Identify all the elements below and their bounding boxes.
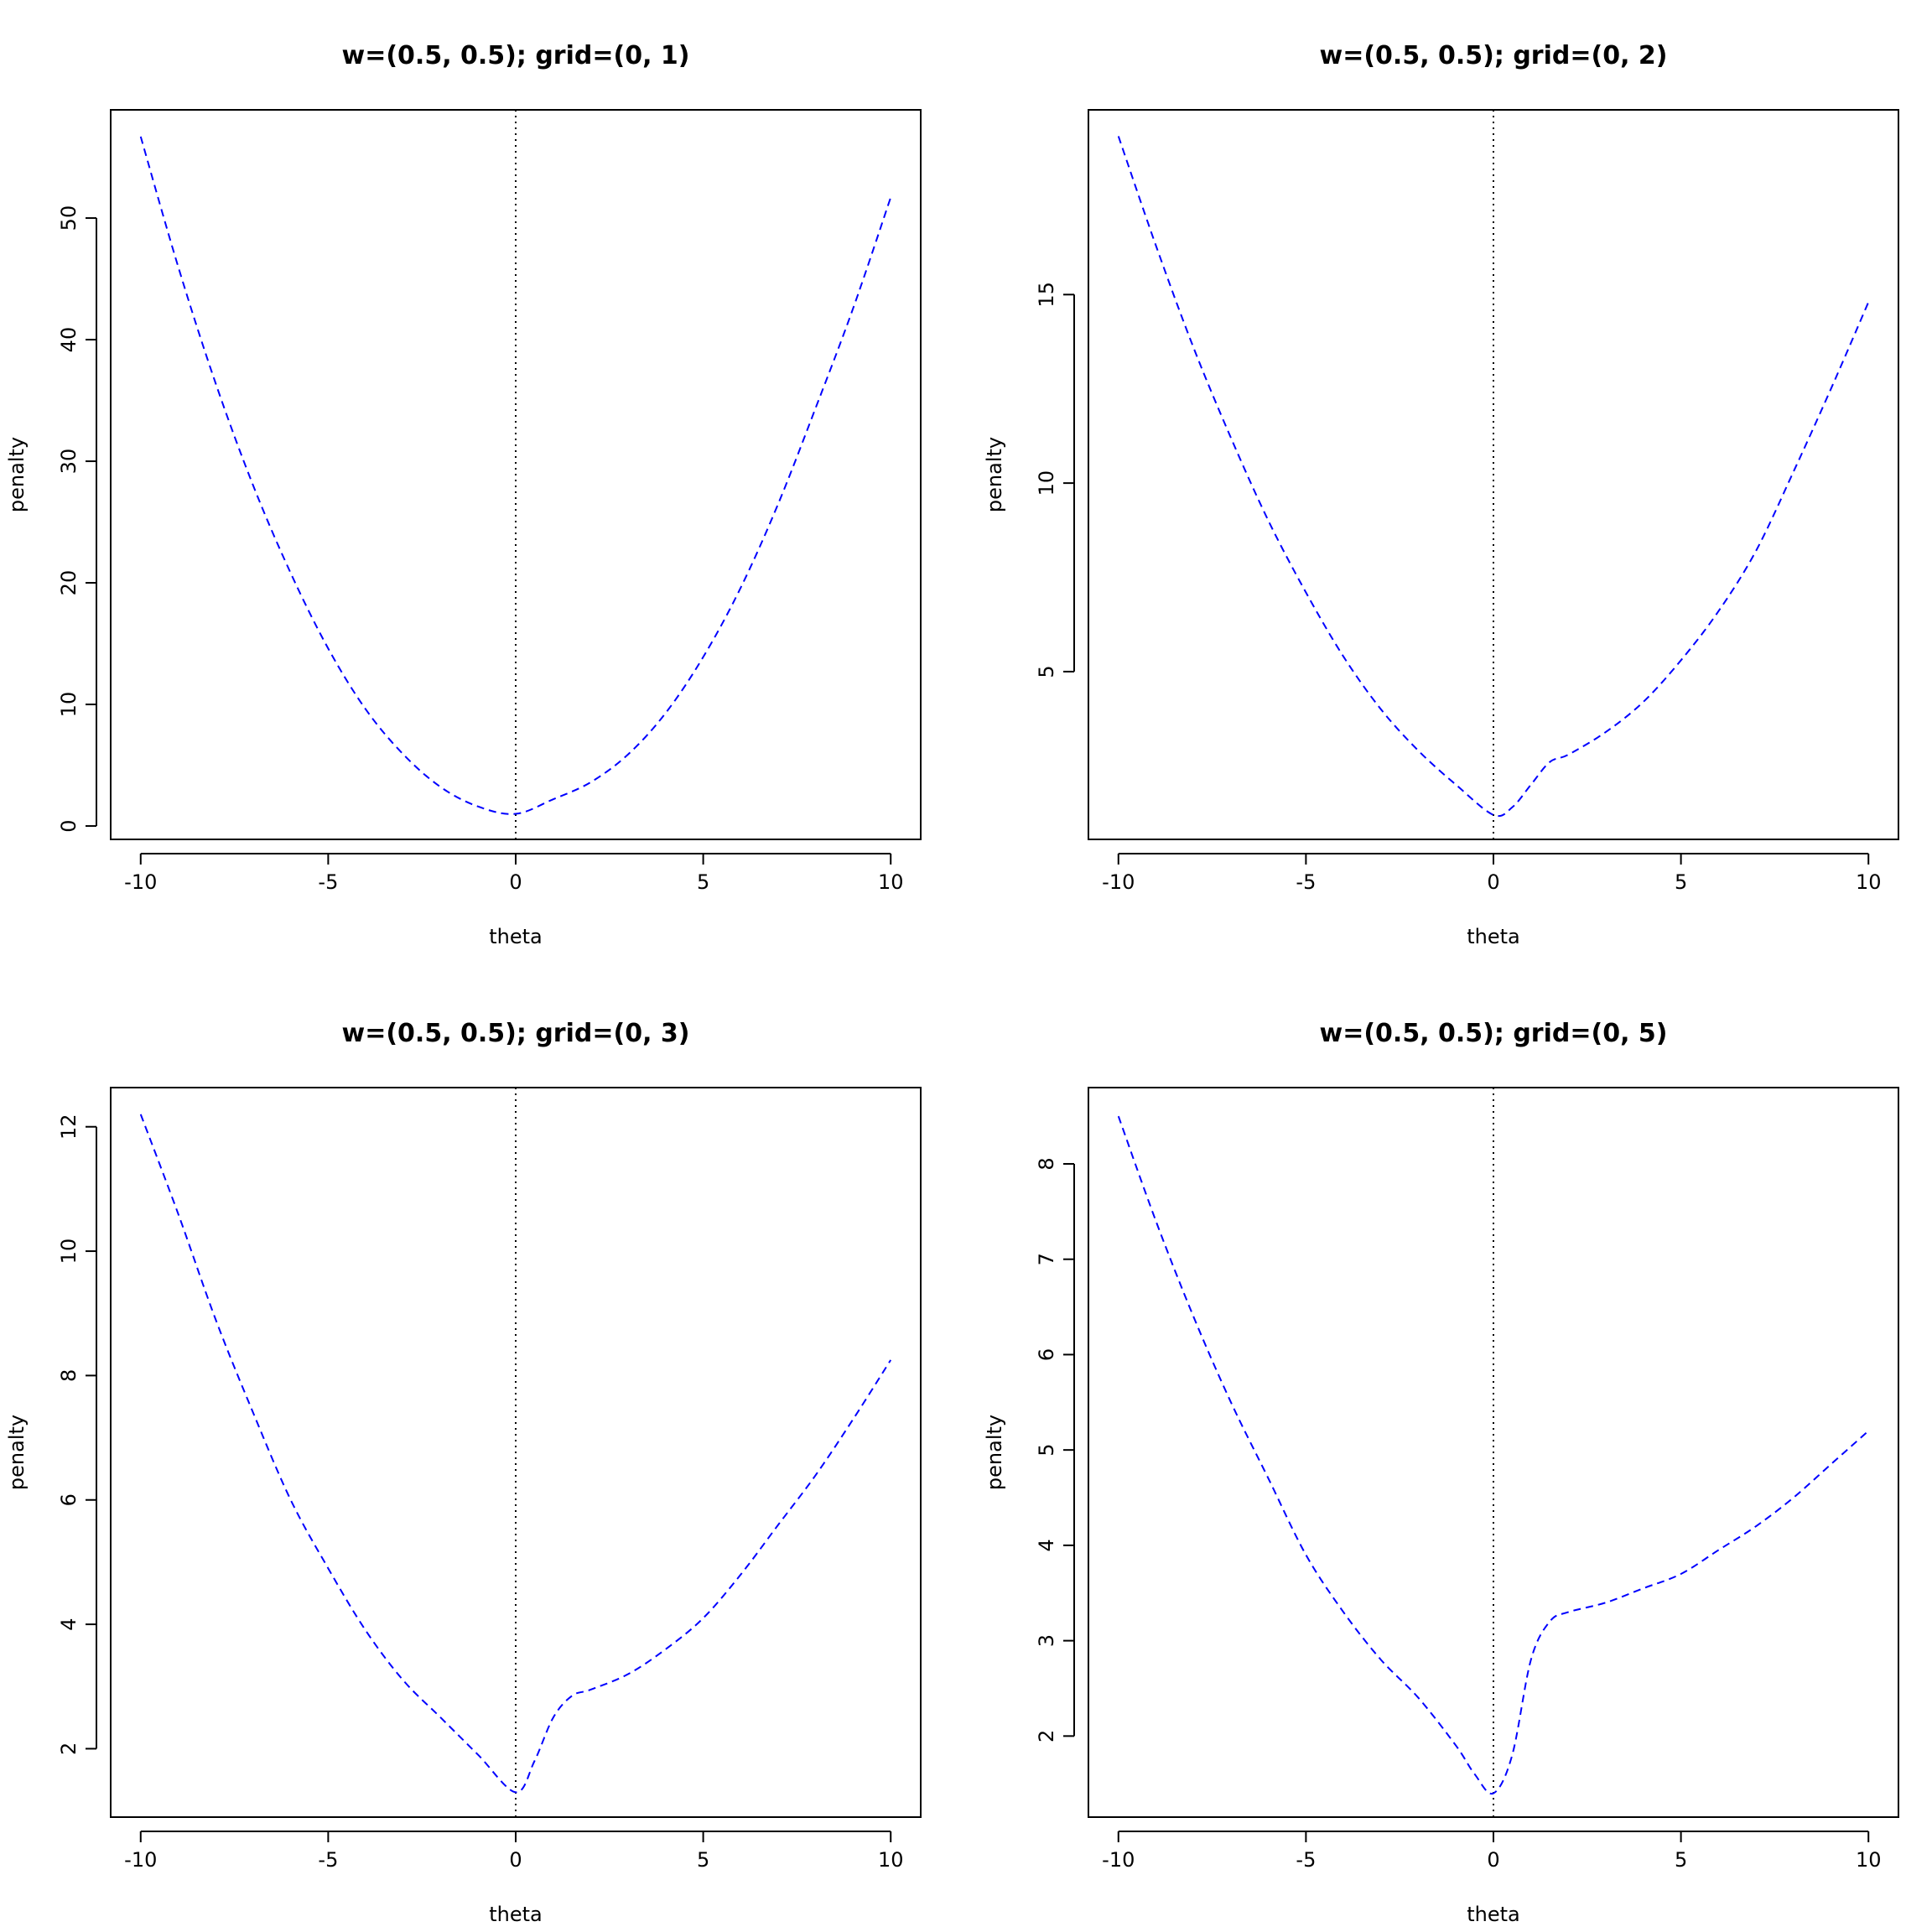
penalty-series-line (1117, 1115, 1869, 1795)
x-tick-label: -10 (1102, 870, 1135, 894)
y-tick-label: 15 (1035, 282, 1058, 308)
x-tick-label: 5 (697, 1848, 709, 1872)
y-tick-label: 20 (57, 570, 80, 596)
y-tick-label: 6 (1035, 1348, 1058, 1361)
x-axis: -10 -5 0 5 10 (124, 1831, 903, 1872)
y-axis-label: penalty (983, 437, 1006, 512)
y-axis: 2 3 4 5 6 7 8 (1035, 1157, 1075, 1742)
x-tick-label: -5 (1296, 870, 1316, 894)
y-axis: 2 4 6 8 10 12 (57, 1114, 97, 1755)
y-tick-label: 40 (57, 327, 80, 353)
y-tick-label: 5 (1035, 1444, 1058, 1457)
x-tick-label: -10 (1102, 1848, 1135, 1872)
x-tick-label: 0 (1487, 1848, 1499, 1872)
y-tick-label: 4 (57, 1618, 80, 1630)
x-tick-label: 10 (1856, 1848, 1882, 1872)
chart-title: w=(0.5, 0.5); grid=(0, 2) (1319, 41, 1667, 70)
x-tick-label: 0 (509, 870, 522, 894)
x-axis: -10 -5 0 5 10 (1102, 1831, 1881, 1872)
x-tick-label: 10 (878, 1848, 904, 1872)
x-axis-label: theta (1467, 1903, 1520, 1926)
x-tick-label: -5 (318, 870, 338, 894)
chart-title: w=(0.5, 0.5); grid=(0, 5) (1319, 1019, 1667, 1048)
y-axis: 0 10 20 30 40 50 (57, 205, 97, 833)
chart-panel: w=(0.5, 0.5); grid=(0, 5) -10 -5 0 5 10 2 3 4 5 6 7… (983, 1019, 1899, 1926)
x-tick-label: 5 (697, 870, 709, 894)
penalty-series-line (139, 1114, 892, 1794)
penalty-series-line (1117, 136, 1870, 818)
x-axis: -10 -5 0 5 10 (124, 853, 904, 894)
x-tick-label: 0 (509, 1848, 522, 1872)
chart-title: w=(0.5, 0.5); grid=(0, 1) (341, 41, 689, 70)
chart-panel: w=(0.5, 0.5); grid=(0, 2) -10 -5 0 5 10 5 10 15 t… (983, 41, 1899, 948)
y-tick-label: 5 (1035, 665, 1058, 678)
y-axis-label: penalty (5, 437, 29, 512)
y-tick-label: 6 (57, 1493, 80, 1506)
chart-panel: w=(0.5, 0.5); grid=(0, 1) -10 -5 0 5 10 0 10 20 3… (5, 41, 922, 948)
y-tick-label: 10 (57, 1239, 80, 1265)
x-tick-label: 10 (1856, 870, 1882, 894)
y-tick-label: 2 (1035, 1730, 1058, 1742)
x-tick-label: 10 (878, 870, 904, 894)
x-axis-label: theta (489, 1903, 543, 1926)
y-tick-label: 2 (57, 1742, 80, 1755)
y-axis: 5 10 15 (1035, 282, 1075, 678)
y-tick-label: 8 (57, 1369, 80, 1382)
y-tick-label: 12 (57, 1114, 80, 1140)
x-axis-label: theta (489, 925, 543, 948)
x-tick-label: 5 (1675, 1848, 1687, 1872)
x-tick-label: -10 (124, 1848, 157, 1872)
x-tick-label: -5 (318, 1848, 338, 1872)
y-tick-label: 30 (57, 449, 80, 475)
x-tick-label: -10 (124, 870, 157, 894)
x-tick-label: -5 (1296, 1848, 1316, 1872)
y-tick-label: 10 (1035, 470, 1058, 496)
x-axis: -10 -5 0 5 10 (1102, 853, 1882, 894)
y-tick-label: 10 (57, 692, 80, 718)
penalty-series-line (139, 136, 892, 815)
x-tick-label: 5 (1675, 870, 1687, 894)
y-tick-label: 0 (57, 819, 80, 832)
y-tick-label: 50 (57, 205, 80, 231)
x-tick-label: 0 (1487, 870, 1499, 894)
y-tick-label: 4 (1035, 1539, 1058, 1551)
y-tick-label: 7 (1035, 1253, 1058, 1265)
chart-title: w=(0.5, 0.5); grid=(0, 3) (341, 1019, 689, 1048)
x-axis-label: theta (1467, 925, 1520, 948)
y-axis-label: penalty (983, 1415, 1006, 1490)
y-tick-label: 3 (1035, 1634, 1058, 1647)
y-axis-label: penalty (5, 1415, 29, 1490)
chart-panel: w=(0.5, 0.5); grid=(0, 3) -10 -5 0 5 10 2 4 6 8 10… (5, 1019, 922, 1926)
y-tick-label: 8 (1035, 1157, 1058, 1170)
